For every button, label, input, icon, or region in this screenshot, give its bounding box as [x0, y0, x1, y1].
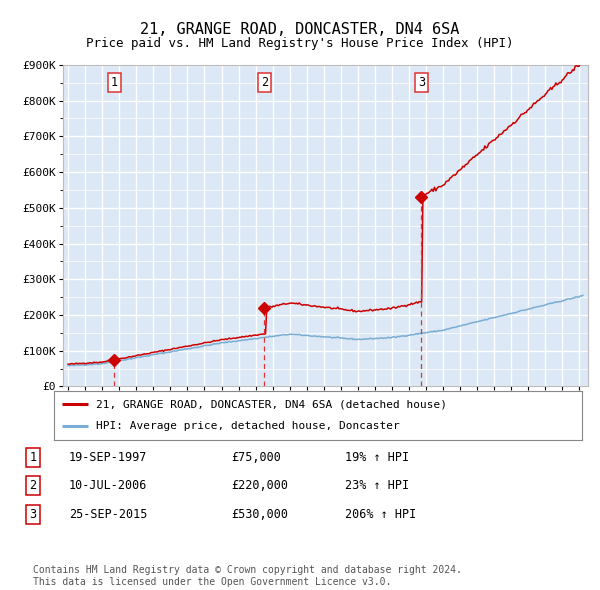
Text: £75,000: £75,000 [231, 451, 281, 464]
Text: 2: 2 [261, 76, 268, 89]
Text: 23% ↑ HPI: 23% ↑ HPI [345, 479, 409, 492]
Text: 2: 2 [29, 479, 37, 492]
Text: 1: 1 [111, 76, 118, 89]
Text: 21, GRANGE ROAD, DONCASTER, DN4 6SA (detached house): 21, GRANGE ROAD, DONCASTER, DN4 6SA (det… [96, 399, 447, 409]
Text: £220,000: £220,000 [231, 479, 288, 492]
Text: Price paid vs. HM Land Registry's House Price Index (HPI): Price paid vs. HM Land Registry's House … [86, 37, 514, 50]
Text: 3: 3 [29, 508, 37, 521]
Text: 19-SEP-1997: 19-SEP-1997 [69, 451, 148, 464]
Text: £530,000: £530,000 [231, 508, 288, 521]
Text: 10-JUL-2006: 10-JUL-2006 [69, 479, 148, 492]
Text: 25-SEP-2015: 25-SEP-2015 [69, 508, 148, 521]
Text: 21, GRANGE ROAD, DONCASTER, DN4 6SA: 21, GRANGE ROAD, DONCASTER, DN4 6SA [140, 22, 460, 37]
Text: 19% ↑ HPI: 19% ↑ HPI [345, 451, 409, 464]
Text: 3: 3 [418, 76, 425, 89]
Text: Contains HM Land Registry data © Crown copyright and database right 2024.
This d: Contains HM Land Registry data © Crown c… [33, 565, 462, 587]
Text: HPI: Average price, detached house, Doncaster: HPI: Average price, detached house, Donc… [96, 421, 400, 431]
Text: 206% ↑ HPI: 206% ↑ HPI [345, 508, 416, 521]
Text: 1: 1 [29, 451, 37, 464]
